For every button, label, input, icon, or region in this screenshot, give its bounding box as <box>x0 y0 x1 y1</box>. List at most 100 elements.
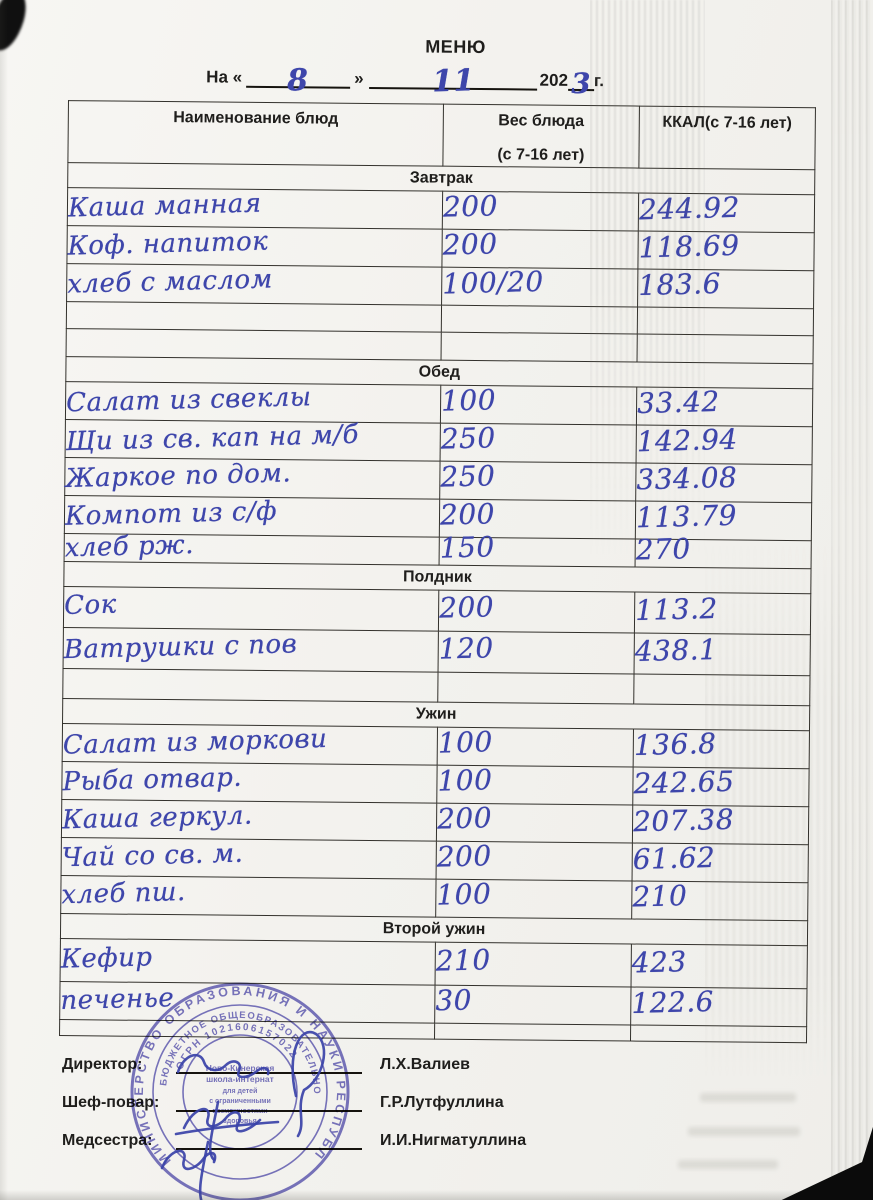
dish-weight: 100 <box>437 763 493 798</box>
cell-weight: 250 <box>440 421 637 464</box>
dish-kcal: 113.79 <box>635 498 738 535</box>
table-header-row: Наименование блюд Вес блюда (с 7-16 лет)… <box>67 100 816 170</box>
cell-weight: 100/20 <box>441 264 638 308</box>
cell-weight: 100 <box>436 763 633 806</box>
col-header-name: Наименование блюд <box>67 100 444 167</box>
signature-line <box>176 1132 362 1150</box>
cell-kcal: 122.6 <box>630 984 808 1027</box>
cell-weight: 30 <box>434 983 631 1026</box>
cell-dish-name: хлеб рж. <box>64 530 440 566</box>
date-year-blank: 3 <box>567 67 595 100</box>
date-close-quote: » <box>354 68 364 88</box>
signature-name: Л.Х.Валиев <box>380 1056 470 1073</box>
cell-kcal: 270 <box>634 532 812 569</box>
dish-name: Чай со св. м. <box>61 838 244 873</box>
signature-row-chef: Шеф-повар: Г.Р.Лутфуллина <box>62 1088 526 1112</box>
cell-dish-name: Салат из моркови <box>62 723 438 766</box>
stamp-center-line: возможностями <box>212 1108 267 1115</box>
cell-kcal: 438.1 <box>633 632 811 676</box>
dish-kcal: 423 <box>631 944 687 979</box>
table-row: Сок 200 113.2 <box>63 586 811 635</box>
dish-name: Ватрушки с пов <box>63 629 298 666</box>
dish-kcal: 122.6 <box>630 984 715 1020</box>
dish-weight: 100/20 <box>441 264 545 301</box>
signature-name: И.И.Нигматуллина <box>380 1132 527 1149</box>
cell-kcal: 244.92 <box>637 190 815 233</box>
cell-dish-name: Коф. напиток <box>66 225 443 268</box>
dish-name: Щи из св. кап на м/б <box>65 419 360 457</box>
dish-kcal: 118.69 <box>637 228 740 265</box>
dish-weight: 200 <box>442 189 499 224</box>
dish-weight: 200 <box>439 497 496 532</box>
cell-dish-name: Рыба отвар. <box>61 761 438 804</box>
cell-kcal: 142.94 <box>635 422 813 465</box>
dish-weight: 250 <box>439 459 496 494</box>
dish-kcal: 113.2 <box>634 591 718 627</box>
dish-weight: 200 <box>436 839 493 874</box>
dish-weight: 100 <box>435 877 492 912</box>
signature-block: Директор: Л.Х.Валиев Шеф-повар: Г.Р.Лутф… <box>62 1050 526 1164</box>
cell-dish-name: Каша геркул. <box>61 799 437 842</box>
dish-weight: 200 <box>438 589 495 625</box>
dish-name: Коф. напиток <box>67 226 269 262</box>
cell-kcal: 118.69 <box>637 228 815 271</box>
dish-weight: 120 <box>438 630 495 666</box>
dish-name: Сок <box>63 589 118 621</box>
cell-weight: 100 <box>440 383 637 426</box>
stamp-center-line: школа-интернат <box>206 1074 274 1084</box>
dish-kcal: 136.8 <box>633 726 717 762</box>
cell-kcal: 33.42 <box>636 385 813 427</box>
dish-kcal: 142.94 <box>636 422 738 459</box>
table-row: Ватрушки с пов 120 438.1 <box>63 627 811 676</box>
dish-kcal: 61.62 <box>632 840 716 876</box>
signature-chef-ink <box>182 1107 262 1133</box>
page-title: МЕНЮ <box>425 36 486 58</box>
official-round-stamp: МИНИСТЕРСТВО ОБРАЗОВАНИЯ И НАУКИ РЕСПУБЛ… <box>121 968 350 1200</box>
cell-weight: 150 <box>439 530 636 568</box>
cell-dish-name: хлеб с маслом <box>66 263 442 306</box>
dish-name: Салат из свеклы <box>65 381 312 418</box>
stamp-center-line: для детей <box>223 1087 258 1095</box>
signature-chef-ink <box>174 1120 280 1136</box>
col-header-weight-line2: (с 7-16 лет) <box>497 146 585 165</box>
cell-kcal: 113.2 <box>634 591 811 635</box>
menu-table: Наименование блюд Вес блюда (с 7-16 лет)… <box>59 100 816 1043</box>
cell-kcal: 423 <box>630 944 808 989</box>
cell-weight: 120 <box>438 630 635 675</box>
dish-name: хлеб пш. <box>61 876 187 910</box>
date-prefix: На « <box>206 67 243 87</box>
cell-dish-name: хлеб пш. <box>60 875 437 918</box>
stamp-center-line: с ограниченными <box>209 1098 271 1105</box>
dish-kcal: 244.92 <box>638 190 741 227</box>
cell-weight: 200 <box>438 589 635 634</box>
dish-kcal: 242.65 <box>632 764 735 801</box>
signature-chef-ink <box>208 1100 220 1162</box>
dish-kcal: 210 <box>631 879 688 914</box>
cell-dish-name: Каша манная <box>67 187 443 230</box>
cell-kcal: 136.8 <box>632 726 810 769</box>
col-header-weight: Вес блюда (с 7-16 лет) <box>442 104 640 169</box>
cell-dish-name: Чай со св. м. <box>61 837 437 880</box>
cell-weight: 210 <box>435 942 632 988</box>
date-day-blank: 8 <box>246 63 351 99</box>
cell-dish-name: Жаркое по дом. <box>64 457 441 500</box>
date-month-blank: 11 <box>369 63 538 100</box>
signature-director-ink <box>176 1053 270 1079</box>
signature-role: Медсестра: <box>62 1132 153 1149</box>
date-year-printed: 202 <box>539 70 569 90</box>
dish-weight: 200 <box>436 801 493 836</box>
dish-weight: 250 <box>440 421 497 456</box>
handwritten-month: 11 <box>431 63 476 100</box>
signature-role: Директор: <box>62 1056 143 1073</box>
dish-kcal: 207.38 <box>632 802 735 839</box>
signature-line <box>176 1094 362 1112</box>
cell-kcal: 61.62 <box>631 840 809 883</box>
dish-name: Компот из с/ф <box>64 495 278 532</box>
cell-weight: 250 <box>439 459 636 502</box>
dish-name: Рыба отвар. <box>62 762 243 797</box>
dish-kcal: 438.1 <box>634 632 718 668</box>
cell-weight: 200 <box>441 227 638 270</box>
dish-name: Каша геркул. <box>61 800 254 835</box>
signature-nurse-ink <box>160 1149 217 1171</box>
